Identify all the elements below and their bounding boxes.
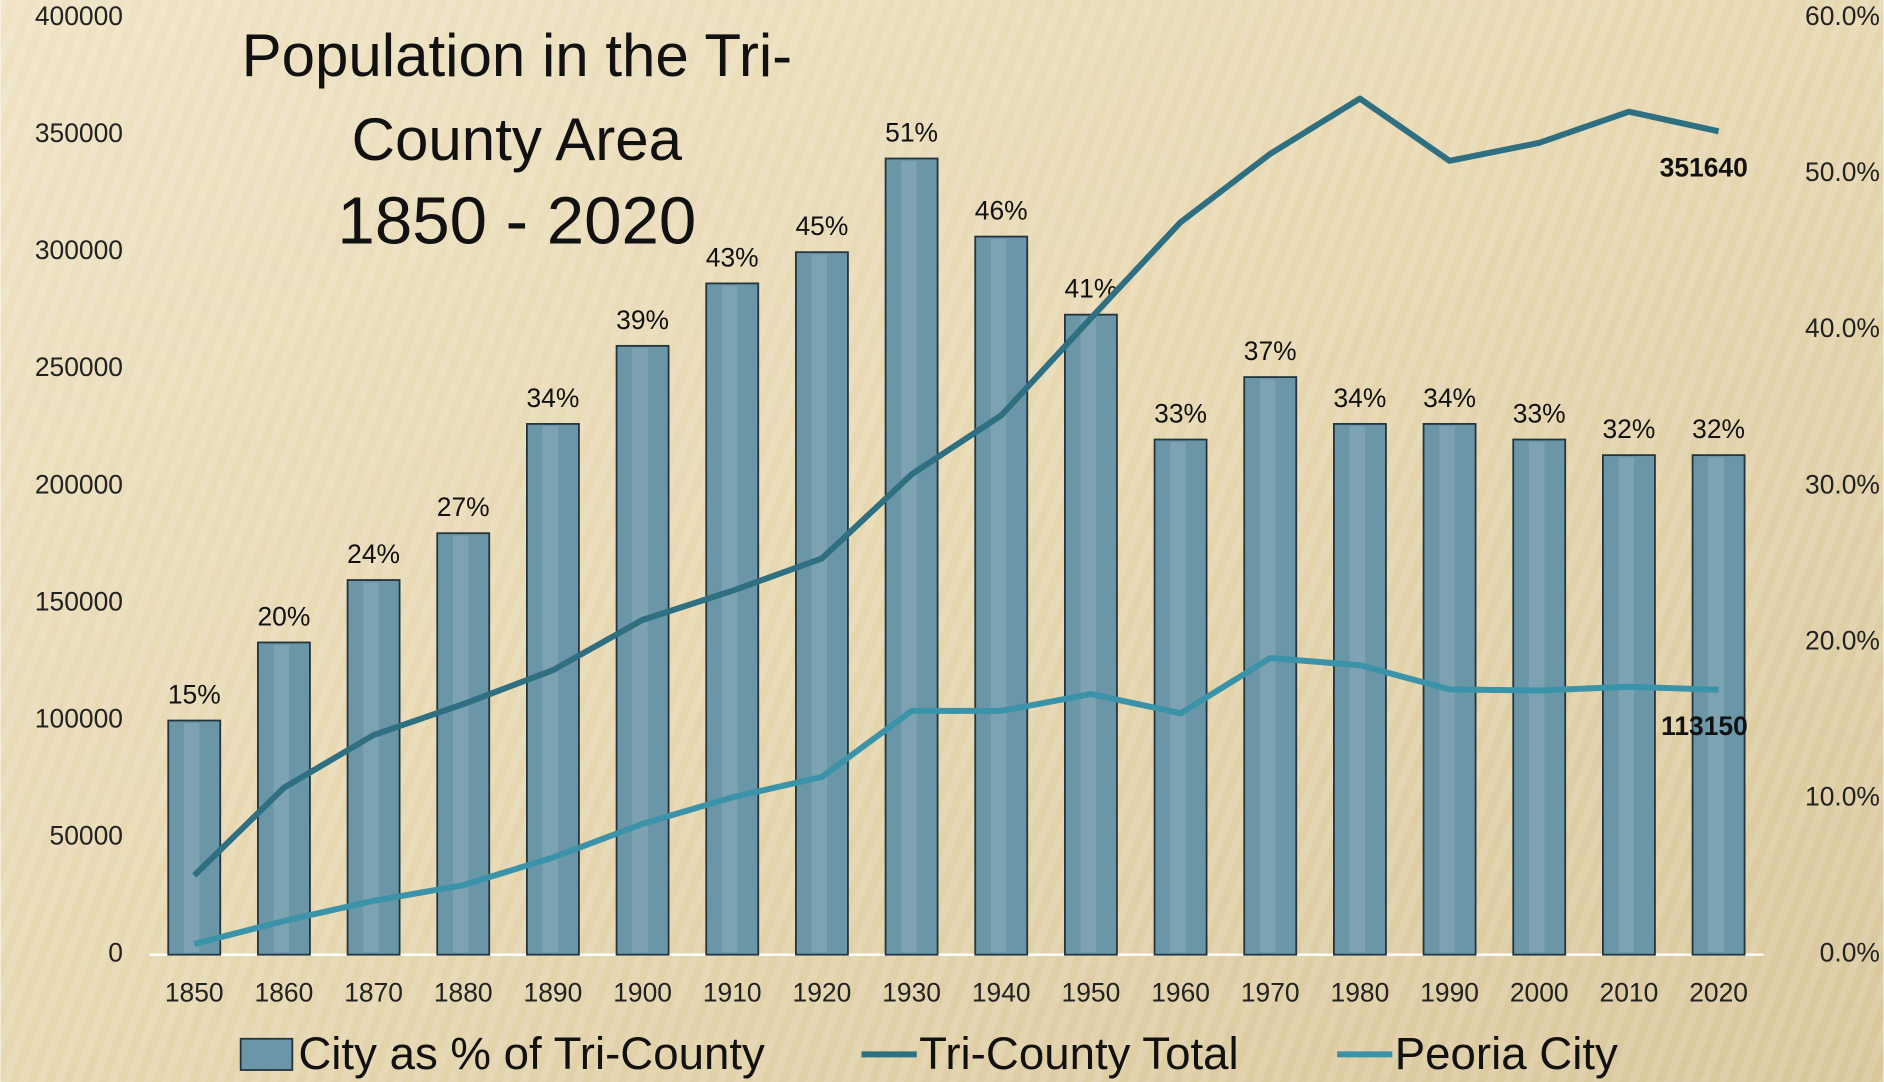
bar-highlight [273, 644, 290, 953]
x-tick-label: 1990 [1420, 977, 1479, 1007]
x-tick-label: 1950 [1062, 977, 1121, 1007]
x-tick-label: 1970 [1241, 977, 1300, 1007]
bar-highlight [811, 254, 828, 953]
legend-label: Peoria City [1395, 1028, 1618, 1079]
bar-highlight [1170, 441, 1186, 953]
x-tick-label: 1890 [524, 977, 583, 1007]
bar-highlight [542, 426, 559, 953]
bar-highlight [1259, 379, 1276, 953]
data-label: 27% [437, 492, 490, 522]
bar [705, 282, 760, 956]
bar [1153, 438, 1208, 956]
y2-tick-label: 10.0% [1805, 782, 1880, 812]
data-label: 51% [885, 117, 938, 147]
data-label: 45% [795, 211, 848, 241]
bar [974, 235, 1029, 956]
legend-swatch [239, 1037, 294, 1071]
y-tick-label: 250000 [35, 352, 123, 382]
end-label: 351640 [1660, 153, 1748, 183]
y2-tick-label: 30.0% [1805, 469, 1880, 499]
y2-tick-label: 50.0% [1805, 157, 1880, 187]
bar [526, 423, 580, 956]
x-tick-label: 2020 [1689, 977, 1748, 1007]
bar-highlight [1080, 317, 1097, 953]
y2-tick-label: 40.0% [1805, 313, 1880, 343]
y-tick-label: 300000 [35, 235, 123, 265]
y-tick-label: 0 [108, 938, 123, 968]
x-tick-label: 1900 [613, 977, 672, 1007]
bar-highlight [632, 348, 648, 953]
data-label: 34% [1423, 383, 1476, 413]
x-tick-label: 1880 [434, 977, 493, 1007]
x-tick-label: 1960 [1151, 977, 1210, 1007]
legend-label: City as % of Tri-County [298, 1028, 765, 1079]
bar-highlight [452, 535, 469, 953]
bar [1064, 313, 1118, 956]
data-label: 34% [1333, 383, 1386, 413]
data-label: 33% [1513, 398, 1566, 428]
chart-title: Population in the Tri- [242, 22, 793, 89]
bar [1333, 423, 1387, 956]
line [192, 95, 1720, 878]
data-label: 33% [1154, 398, 1207, 428]
x-tick-label: 2000 [1510, 977, 1569, 1007]
bar [795, 251, 849, 956]
bar [615, 344, 670, 956]
data-label: 20% [257, 601, 310, 631]
data-label: 32% [1692, 414, 1745, 444]
y-tick-label: 400000 [35, 1, 123, 31]
y-tick-label: 350000 [35, 118, 123, 148]
bar-highlight [1708, 457, 1724, 953]
bar-highlight [1349, 426, 1366, 953]
x-tick-label: 1910 [703, 977, 762, 1007]
data-label: 37% [1244, 336, 1297, 366]
bar-highlight [183, 722, 200, 953]
bar [884, 157, 939, 956]
x-tick-label: 1930 [882, 977, 941, 1007]
bar [257, 641, 311, 956]
bar-highlight [1528, 441, 1545, 953]
y2-tick-label: 60.0% [1805, 1, 1880, 31]
x-tick-label: 1980 [1331, 977, 1390, 1007]
bar [1602, 454, 1656, 956]
x-tick-label: 1920 [793, 977, 852, 1007]
x-tick-label: 1850 [165, 977, 224, 1007]
x-tick-label: 2010 [1600, 977, 1659, 1007]
data-label: 32% [1602, 414, 1655, 444]
legend-label: Tri-County Total [919, 1028, 1239, 1079]
y-tick-label: 50000 [50, 821, 123, 851]
data-label: 43% [706, 242, 759, 272]
data-label: 34% [526, 383, 579, 413]
x-tick-label: 1860 [255, 977, 314, 1007]
data-label: 15% [168, 679, 221, 709]
line [193, 655, 1719, 947]
data-label: 46% [975, 196, 1028, 226]
chart-title: 1850 - 2020 [337, 184, 696, 259]
bar-highlight [901, 160, 917, 953]
bar-highlight [990, 238, 1007, 953]
bar-highlight [1618, 457, 1635, 953]
bar [1512, 438, 1567, 956]
bar [167, 719, 222, 956]
bar [346, 579, 401, 956]
y-tick-label: 200000 [35, 469, 123, 499]
x-tick-label: 1870 [344, 977, 403, 1007]
data-label: 24% [347, 539, 400, 569]
chart-title: County Area [352, 106, 683, 173]
y-tick-label: 150000 [35, 586, 123, 616]
y2-tick-label: 20.0% [1805, 625, 1880, 655]
y-tick-label: 100000 [35, 704, 123, 734]
bar-highlight [721, 285, 738, 953]
y2-tick-label: 0.0% [1820, 938, 1880, 968]
bar [1691, 454, 1746, 956]
bar-highlight [363, 582, 379, 953]
end-label: 113150 [1661, 711, 1748, 741]
x-tick-label: 1940 [972, 977, 1031, 1007]
data-label: 39% [616, 305, 669, 335]
